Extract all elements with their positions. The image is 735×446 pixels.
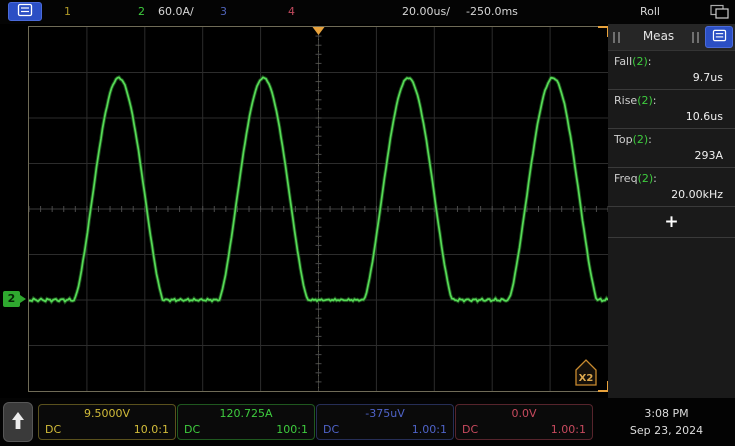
date-display: Sep 23, 2024 xyxy=(629,424,704,437)
measurement-rise[interactable]: Rise(2): 10.6us xyxy=(608,90,735,129)
clock[interactable]: 3:08 PM Sep 23, 2024 xyxy=(598,405,735,439)
channel-2-ground-marker[interactable]: 2 xyxy=(3,291,26,307)
channel-2-probe: 100:1 xyxy=(276,423,308,436)
measurement-value: 293A xyxy=(694,149,723,162)
measurement-label: Rise(2): xyxy=(614,94,657,107)
channel-1-offset: 9.5000V xyxy=(83,407,130,420)
panel-grip-icon[interactable] xyxy=(692,32,699,43)
delay-setting[interactable]: -250.0ms xyxy=(466,5,518,18)
channel-2-indicator[interactable]: 2 xyxy=(138,5,145,18)
measurement-source: (2) xyxy=(637,94,653,107)
measurement-label: Top(2): xyxy=(614,133,652,146)
panel-grip-icon[interactable] xyxy=(613,32,620,43)
measurement-label: Freq(2): xyxy=(614,172,657,185)
channel-1-coupling: DC xyxy=(45,423,62,436)
display-capture-icon[interactable] xyxy=(710,4,730,20)
channel-2-coupling: DC xyxy=(184,423,201,436)
channel-3-status-box[interactable]: -375uV DC 1.00:1 xyxy=(316,404,454,440)
measurement-source: (2) xyxy=(632,55,648,68)
meas-panel-header: Meas xyxy=(608,24,735,51)
measurement-value: 20.00kHz xyxy=(671,188,723,201)
meas-panel-title: Meas xyxy=(642,29,675,43)
channel-1-indicator[interactable]: 1 xyxy=(64,5,71,18)
menu-list-icon xyxy=(712,29,727,45)
measurement-top[interactable]: Top(2): 293A xyxy=(608,129,735,168)
measurement-source: (2) xyxy=(637,172,654,185)
add-measurement-button[interactable]: + xyxy=(608,207,735,238)
waveform-display[interactable]: X2 xyxy=(28,26,610,392)
channel-1-probe: 10.0:1 xyxy=(133,423,169,436)
expand-panel-button[interactable] xyxy=(3,402,33,442)
channel-4-status-box[interactable]: 0.0V DC 1.00:1 xyxy=(455,404,593,440)
zoom-x2-tag: X2 xyxy=(575,359,597,386)
channel-4-coupling: DC xyxy=(462,423,479,436)
time-display: 3:08 PM xyxy=(644,407,689,420)
measurement-label: Fall(2): xyxy=(614,55,652,68)
channel-3-coupling: DC xyxy=(323,423,340,436)
svg-text:X2: X2 xyxy=(579,373,594,384)
channel-2-status-box[interactable]: 120.725A DC 100:1 xyxy=(177,404,315,440)
measurement-source: (2) xyxy=(632,133,649,146)
channel-4-probe: 1.00:1 xyxy=(550,423,586,436)
measurement-value: 10.6us xyxy=(685,110,723,123)
channel-2-offset: 120.725A xyxy=(219,407,273,420)
channel-4-indicator[interactable]: 4 xyxy=(288,5,295,18)
main-menu-button[interactable] xyxy=(8,2,42,21)
channel-3-indicator[interactable]: 3 xyxy=(220,5,227,18)
up-arrow-icon xyxy=(10,409,26,436)
acquisition-mode-label[interactable]: Roll xyxy=(640,5,660,18)
channel-3-probe: 1.00:1 xyxy=(411,423,447,436)
channel-1-status-box[interactable]: 9.5000V DC 10.0:1 xyxy=(38,404,176,440)
bottom-status-bar: 9.5000V DC 10.0:1 120.725A DC 100:1 -375… xyxy=(0,398,735,446)
menu-list-icon xyxy=(17,3,33,20)
timebase-setting[interactable]: 20.00us/ xyxy=(402,5,450,18)
channel-4-offset: 0.0V xyxy=(511,407,537,420)
measurement-sidebar: Meas Fall(2): 9.7us Rise(2): 10.6us Top(… xyxy=(608,24,735,446)
channel-3-offset: -375uV xyxy=(365,407,405,420)
top-bar: 1 2 60.0A/ 3 4 20.00us/ -250.0ms Roll xyxy=(0,0,735,24)
channel-2-scale[interactable]: 60.0A/ xyxy=(158,5,194,18)
measurement-fall[interactable]: Fall(2): 9.7us xyxy=(608,51,735,90)
meas-menu-button[interactable] xyxy=(705,26,733,48)
measurement-freq[interactable]: Freq(2): 20.00kHz xyxy=(608,168,735,207)
waveform-svg: X2 xyxy=(28,26,610,391)
measurement-value: 9.7us xyxy=(692,71,723,84)
